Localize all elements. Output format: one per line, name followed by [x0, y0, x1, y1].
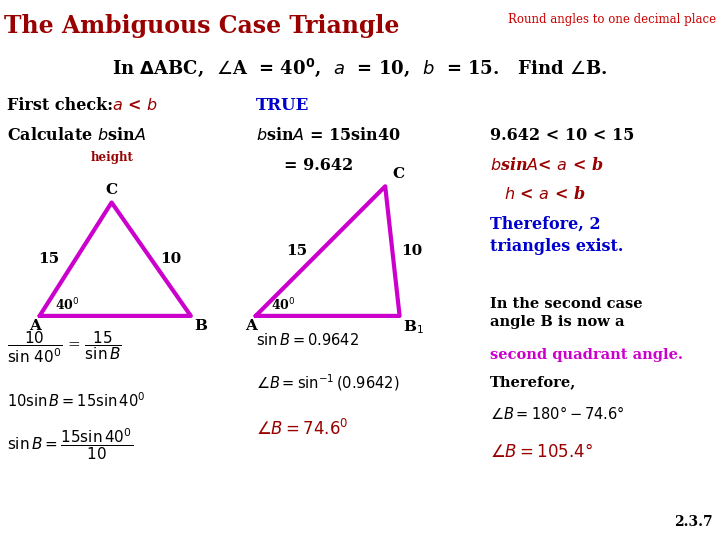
- Text: In $\mathbf{\Delta}$ABC,  $\angle$A  = 40$\mathbf{^0}$,  $\mathit{a}$  = 10,  $\: In $\mathbf{\Delta}$ABC, $\angle$A = 40$…: [112, 57, 608, 79]
- Text: A: A: [245, 319, 256, 333]
- Text: 9.642 < 10 < 15: 9.642 < 10 < 15: [490, 127, 634, 144]
- Text: The Ambiguous Case Triangle: The Ambiguous Case Triangle: [4, 14, 399, 37]
- Text: A: A: [29, 319, 40, 333]
- Text: Round angles to one decimal place: Round angles to one decimal place: [508, 14, 716, 26]
- Text: $\sin B = \dfrac{15\sin 40^0}{10}$: $\sin B = \dfrac{15\sin 40^0}{10}$: [7, 427, 133, 462]
- Text: height: height: [90, 151, 133, 164]
- Text: B: B: [194, 319, 207, 333]
- Text: $\mathit{h}$ < $\mathit{a}$ < b: $\mathit{h}$ < $\mathit{a}$ < b: [504, 186, 585, 203]
- Text: First check:: First check:: [7, 97, 113, 114]
- Text: $\angle B = 105.4°$: $\angle B = 105.4°$: [490, 443, 593, 461]
- Text: $\mathit{a}$ < $\mathit{b}$: $\mathit{a}$ < $\mathit{b}$: [112, 97, 158, 114]
- Text: TRUE: TRUE: [256, 97, 309, 114]
- Text: $\angle B = \sin^{-1}(0.9642)$: $\angle B = \sin^{-1}(0.9642)$: [256, 373, 399, 393]
- Text: 2.3.7: 2.3.7: [674, 515, 713, 529]
- Text: $\sin B = 0.9642$: $\sin B = 0.9642$: [256, 332, 359, 348]
- Text: In the second case
angle B is now a: In the second case angle B is now a: [490, 297, 642, 329]
- Text: = 9.642: = 9.642: [284, 157, 354, 173]
- Text: second quadrant angle.: second quadrant angle.: [490, 348, 683, 362]
- Text: $\mathit{b}$sin$\mathit{A}$ = 15sin40: $\mathit{b}$sin$\mathit{A}$ = 15sin40: [256, 127, 400, 144]
- Text: 10: 10: [160, 252, 181, 266]
- Text: C: C: [392, 167, 405, 181]
- Text: Therefore, 2
triangles exist.: Therefore, 2 triangles exist.: [490, 216, 623, 255]
- Text: $\mathit{b}$sin$\mathit{A}$< $\mathit{a}$ < b: $\mathit{b}$sin$\mathit{A}$< $\mathit{a}…: [490, 157, 603, 173]
- Text: $\angle B = 180°- 74.6°$: $\angle B = 180°- 74.6°$: [490, 405, 624, 422]
- Text: 15: 15: [287, 244, 307, 258]
- Text: $\dfrac{10}{\sin\,40^0}$ = $\dfrac{15}{\sin B}$: $\dfrac{10}{\sin\,40^0}$ = $\dfrac{15}{\…: [7, 329, 122, 365]
- Text: Calculate $\mathit{b}$sin$\mathit{A}$: Calculate $\mathit{b}$sin$\mathit{A}$: [7, 127, 146, 144]
- Text: $\angle B = 74.6^0$: $\angle B = 74.6^0$: [256, 418, 348, 438]
- Text: 10: 10: [401, 244, 423, 258]
- Text: B$_1$: B$_1$: [403, 319, 424, 336]
- Text: 40$^0$: 40$^0$: [271, 296, 296, 313]
- Text: 15: 15: [39, 252, 60, 266]
- Text: $10\sin B = 15\sin 40^0$: $10\sin B = 15\sin 40^0$: [7, 392, 145, 410]
- Text: C: C: [106, 183, 117, 197]
- Text: 40$^0$: 40$^0$: [55, 296, 80, 313]
- Text: Therefore,: Therefore,: [490, 375, 576, 389]
